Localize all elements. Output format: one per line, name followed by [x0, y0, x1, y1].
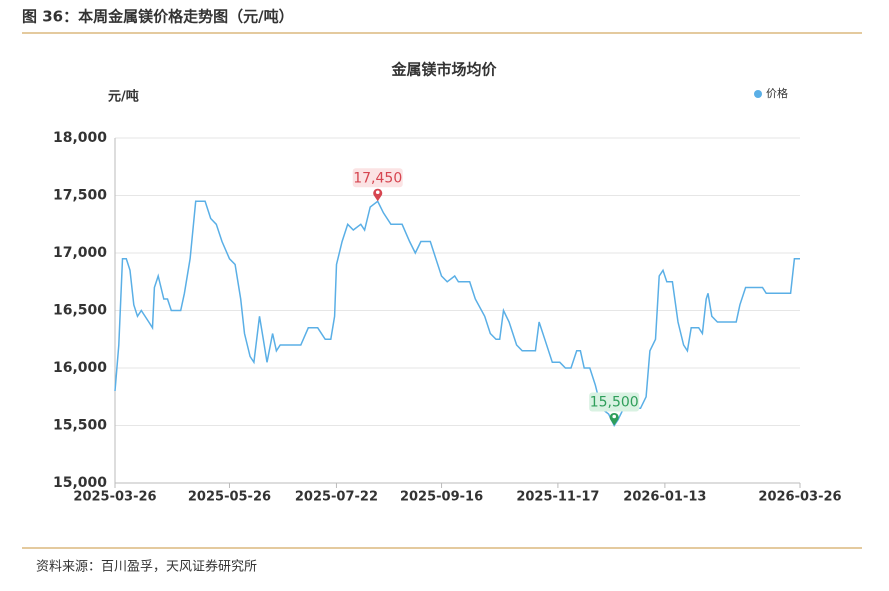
x-tick-label: 2025-09-16 — [400, 490, 483, 505]
y-axis-label: 元/吨 — [108, 89, 139, 105]
annotation-box — [589, 392, 640, 412]
annotation-pin — [609, 412, 619, 426]
figure-header: 图 36：本周金属镁价格走势图（元/吨） — [22, 8, 294, 26]
legend-swatch — [754, 90, 762, 98]
x-tick-label: 2025-07-22 — [295, 490, 378, 505]
legend-label: 价格 — [766, 86, 788, 100]
annotation-box — [352, 168, 403, 188]
price-line — [114, 200, 800, 428]
x-tick-label: 2025-03-26 — [73, 490, 156, 505]
x-tick-label: 2025-11-17 — [516, 490, 599, 505]
annotation-label: 15,500 — [590, 395, 639, 411]
x-tick-label: 2026-03-26 — [758, 490, 841, 505]
y-tick-label: 17,500 — [53, 188, 107, 204]
y-tick-label: 16,500 — [53, 303, 107, 319]
annotation-pin — [373, 188, 383, 202]
y-tick-label: 17,000 — [53, 245, 107, 261]
x-tick-label: 2025-05-26 — [188, 490, 271, 505]
annotation-pin-dot — [612, 414, 617, 419]
y-tick-label: 15,500 — [53, 418, 107, 434]
y-tick-label: 16,000 — [53, 360, 107, 376]
y-tick-label: 15,000 — [53, 475, 107, 491]
x-tick-label: 2026-01-13 — [623, 490, 706, 505]
source-note: 资料来源：百川盈孚，天风证券研究所 — [36, 559, 257, 575]
y-tick-label: 18,000 — [53, 130, 107, 146]
chart-title: 金属镁市场均价 — [390, 61, 497, 79]
annotation-label: 17,450 — [353, 170, 402, 186]
annotation-pin-dot — [375, 190, 380, 195]
